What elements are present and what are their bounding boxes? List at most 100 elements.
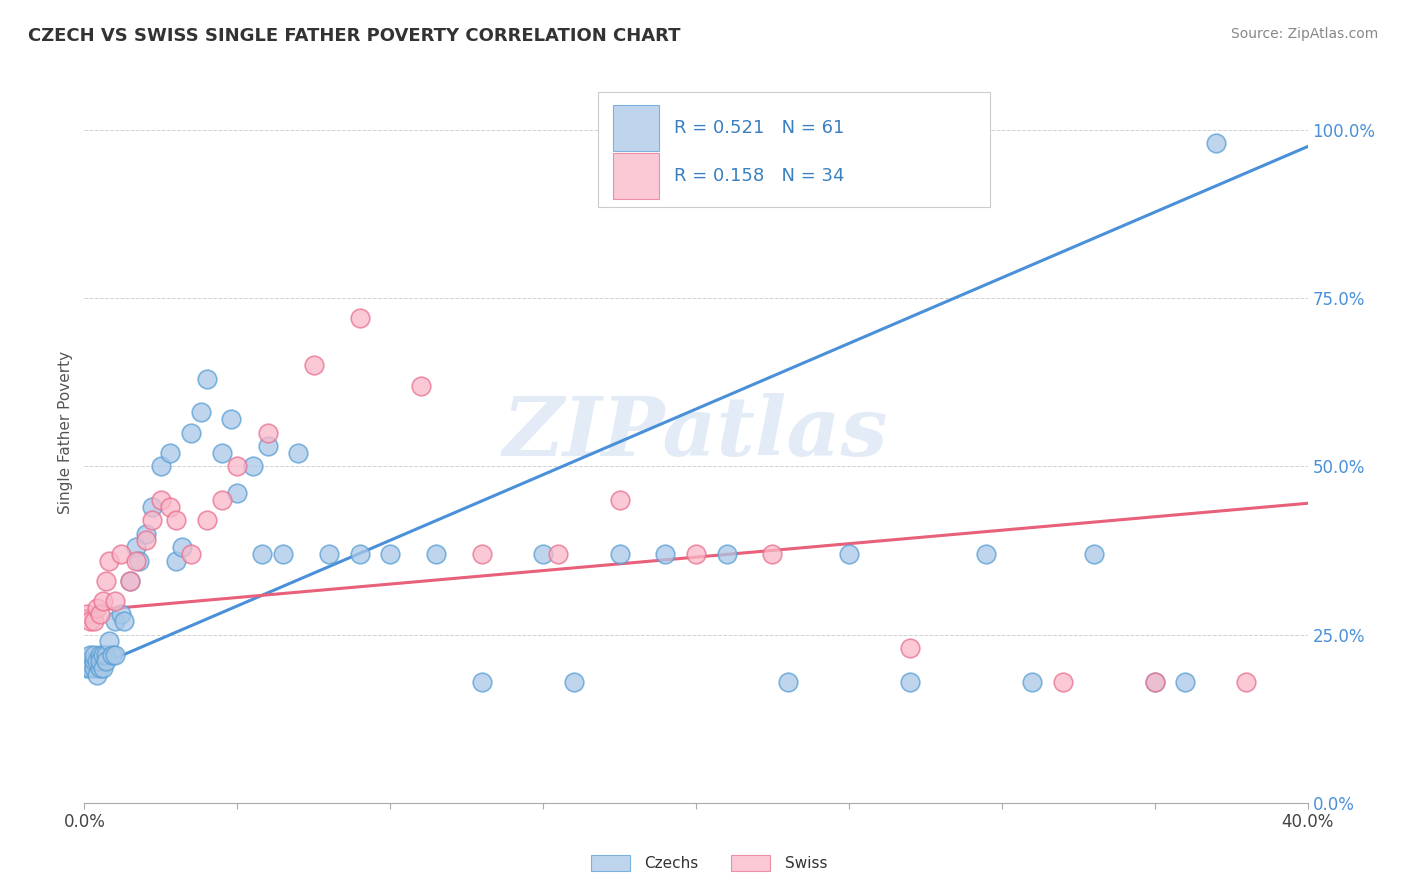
Point <box>89 661 111 675</box>
Point <box>89 607 111 622</box>
Point <box>91 661 114 675</box>
Point <box>380 547 402 561</box>
Point <box>76 607 98 622</box>
Point <box>97 634 120 648</box>
Point <box>76 655 98 669</box>
FancyBboxPatch shape <box>598 92 990 207</box>
Point <box>761 547 783 561</box>
Point <box>1174 674 1197 689</box>
Point <box>128 553 150 567</box>
Text: R = 0.521   N = 61: R = 0.521 N = 61 <box>673 119 845 136</box>
Point <box>120 574 142 588</box>
Text: CZECH VS SWISS SINGLE FATHER POVERTY CORRELATION CHART: CZECH VS SWISS SINGLE FATHER POVERTY COR… <box>28 27 681 45</box>
Point <box>86 668 108 682</box>
Point <box>135 526 157 541</box>
Point <box>1236 674 1258 689</box>
Point <box>83 661 105 675</box>
Point <box>1021 674 1043 689</box>
Point <box>79 648 101 662</box>
Point <box>976 547 998 561</box>
FancyBboxPatch shape <box>613 153 659 199</box>
Point <box>97 553 120 567</box>
Point <box>190 405 212 419</box>
Point <box>180 425 202 440</box>
Point <box>287 446 309 460</box>
Point <box>562 674 585 689</box>
Point <box>141 500 163 514</box>
Point <box>195 513 218 527</box>
Point <box>112 614 135 628</box>
Point <box>104 648 127 662</box>
Point <box>685 547 707 561</box>
Point <box>94 648 117 662</box>
Point <box>104 594 127 608</box>
Point <box>1052 674 1074 689</box>
Point <box>838 547 860 561</box>
Point <box>302 359 325 373</box>
Point <box>250 547 273 561</box>
Point <box>83 648 105 662</box>
Point <box>1143 674 1166 689</box>
Text: ZIPatlas: ZIPatlas <box>503 392 889 473</box>
Point <box>89 655 111 669</box>
Text: Czechs: Czechs <box>644 856 699 871</box>
Point <box>471 674 494 689</box>
Point <box>79 661 101 675</box>
Text: R = 0.158   N = 34: R = 0.158 N = 34 <box>673 167 845 185</box>
Point <box>409 378 432 392</box>
Point <box>120 574 142 588</box>
Point <box>1143 674 1166 689</box>
Point <box>125 553 148 567</box>
Point <box>1205 136 1227 151</box>
Point <box>110 607 132 622</box>
Point <box>101 648 124 662</box>
Point <box>609 492 631 507</box>
Point <box>242 459 264 474</box>
Point <box>94 655 117 669</box>
Point <box>257 425 280 440</box>
Point <box>609 547 631 561</box>
Point <box>716 547 738 561</box>
Point <box>226 459 249 474</box>
Point <box>211 446 233 460</box>
Point <box>165 553 187 567</box>
Point <box>195 372 218 386</box>
Point <box>94 574 117 588</box>
Point <box>1083 547 1105 561</box>
Point <box>547 547 569 561</box>
Point <box>104 614 127 628</box>
Point <box>91 594 114 608</box>
Point <box>219 412 242 426</box>
Point <box>425 547 447 561</box>
Point <box>318 547 340 561</box>
Point <box>898 640 921 655</box>
Point <box>159 500 181 514</box>
Point <box>180 547 202 561</box>
Point <box>226 486 249 500</box>
Point <box>76 661 98 675</box>
Point <box>149 492 172 507</box>
Text: Swiss: Swiss <box>785 856 827 871</box>
Point <box>165 513 187 527</box>
Y-axis label: Single Father Poverty: Single Father Poverty <box>58 351 73 514</box>
Text: Source: ZipAtlas.com: Source: ZipAtlas.com <box>1230 27 1378 41</box>
Point <box>83 655 105 669</box>
Point <box>91 648 114 662</box>
FancyBboxPatch shape <box>613 104 659 151</box>
Point <box>271 547 294 561</box>
Point <box>349 311 371 326</box>
Point <box>135 533 157 548</box>
Point <box>141 513 163 527</box>
Point <box>79 614 101 628</box>
Point <box>86 655 108 669</box>
Point <box>83 614 105 628</box>
Point <box>211 492 233 507</box>
Point <box>125 540 148 554</box>
Point <box>531 547 554 561</box>
Point <box>654 547 676 561</box>
Point <box>110 547 132 561</box>
Point <box>172 540 194 554</box>
Point <box>776 674 799 689</box>
Point <box>86 600 108 615</box>
Point <box>471 547 494 561</box>
